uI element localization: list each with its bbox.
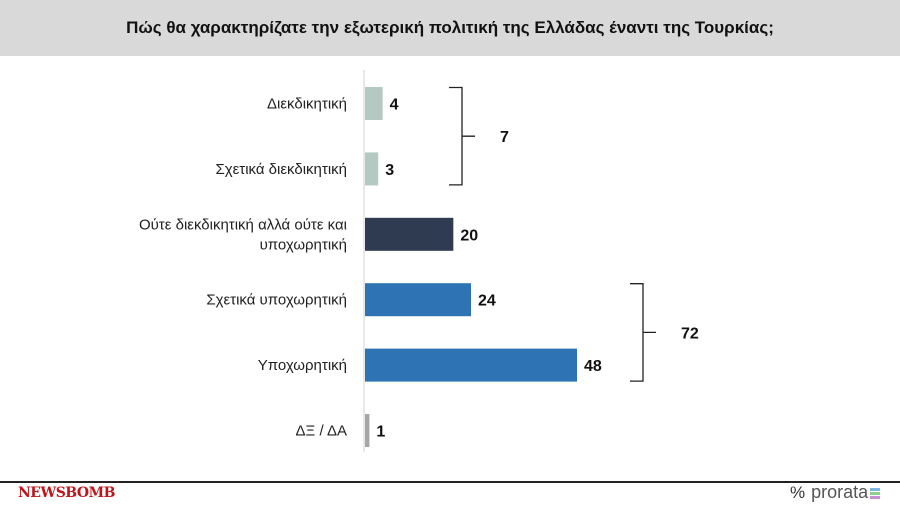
data-label: 4	[390, 97, 399, 114]
footer-divider	[0, 481, 900, 483]
category-label: υποχωρητική	[260, 236, 347, 253]
group-bracket	[630, 283, 656, 382]
category-label: Υποχωρητική	[258, 357, 347, 374]
bar	[365, 283, 471, 317]
group-total: 72	[681, 325, 699, 342]
data-label: 1	[376, 424, 385, 441]
category-label: Σχετικά διεκδικητική	[215, 161, 347, 178]
category-label: ΔΞ / ΔΑ	[296, 423, 347, 440]
bar-chart: 4 Διεκδικητική 3 Σχετικά διεκδικητική 20 Ούτε…	[139, 70, 699, 452]
bar	[365, 414, 370, 447]
category-label: Ούτε διεκδικητική αλλά ούτε και	[139, 216, 347, 233]
data-label: 3	[385, 162, 394, 179]
prorata-logo: % prorata	[790, 482, 881, 503]
bar	[365, 217, 454, 251]
newsbomb-logo: NEWSBOMB	[18, 485, 115, 501]
prorata-bars-icon	[870, 487, 881, 500]
bar	[365, 87, 383, 120]
group-total: 7	[500, 129, 509, 146]
chart-title: Πώς θα χαρακτηρίζατε την εξωτερική πολιτ…	[0, 0, 900, 56]
category-label: Σχετικά υποχωρητική	[206, 292, 347, 309]
data-label: 24	[478, 293, 496, 310]
category-label: Διεκδικητική	[267, 96, 347, 113]
percent-icon: %	[790, 483, 806, 502]
group-bracket	[449, 86, 475, 186]
data-label: 20	[460, 227, 478, 244]
data-label: 48	[584, 358, 602, 375]
bar	[365, 152, 379, 186]
bar	[365, 348, 577, 382]
